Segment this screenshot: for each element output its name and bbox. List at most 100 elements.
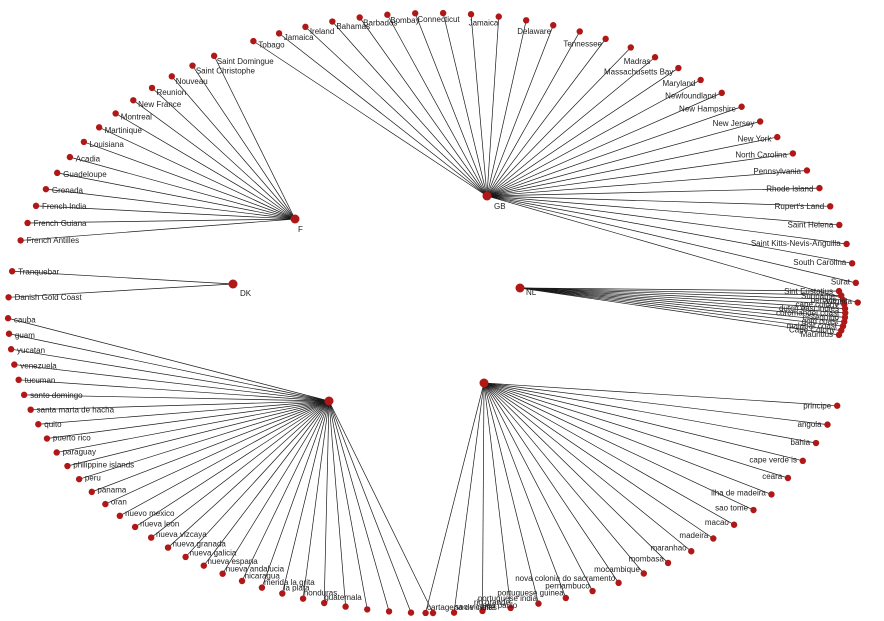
- edge-E-23: [281, 400, 330, 594]
- leaf-node: [250, 37, 257, 45]
- leaf-label: Danish Gold Coast: [15, 293, 83, 302]
- leaf-label: cape colony: [796, 300, 839, 309]
- edge-P-19: [425, 382, 485, 614]
- leaf-label: Maryland: [662, 79, 695, 88]
- node-layer: [4, 9, 861, 617]
- edge-E-0: [7, 317, 330, 402]
- leaf-label: Tranquebar: [18, 268, 59, 277]
- edge-NL-6: [519, 287, 846, 318]
- leaf-label: berbice: [811, 296, 838, 305]
- leaf-label: New Jersey: [713, 119, 755, 128]
- leaf-node: [651, 54, 659, 61]
- leaf-node: [364, 606, 371, 613]
- leaf-node: [20, 391, 28, 399]
- leaf-node: [507, 604, 514, 612]
- edge-GB-8: [470, 14, 488, 197]
- leaf-node: [479, 607, 486, 615]
- hub-node-f: [290, 214, 300, 224]
- edge-NL-8: [519, 287, 844, 327]
- edge-P-7: [483, 382, 735, 526]
- edge-GB-25: [486, 195, 831, 207]
- leaf-node: [5, 330, 13, 337]
- edge-F-2: [171, 76, 296, 220]
- edge-F-6: [99, 127, 296, 220]
- edge-P-2: [483, 382, 817, 444]
- leaf-label: Bombay: [390, 16, 419, 25]
- leaf-node: [189, 62, 196, 69]
- leaf-node: [664, 559, 672, 567]
- leaf-node: [4, 315, 12, 322]
- edge-GB-24: [486, 187, 820, 197]
- edge-GB-15: [486, 56, 656, 197]
- leaf-label: coromandel coast: [776, 309, 840, 318]
- edge-GB-1: [278, 33, 488, 197]
- leaf-label: peru: [85, 473, 101, 482]
- leaf-node: [843, 240, 850, 248]
- leaf-node: [329, 18, 336, 25]
- edge-P-15: [483, 382, 539, 604]
- edge-E-9: [56, 400, 330, 453]
- leaf-label: oran: [111, 498, 127, 507]
- leaf-label: bahia: [791, 438, 811, 447]
- leaf-node: [562, 594, 570, 602]
- edge-P-1: [483, 382, 828, 425]
- edge-GB-27: [486, 195, 847, 245]
- leaf-label: nueva vizcaya: [156, 530, 207, 539]
- edge-E-24: [302, 400, 330, 599]
- leaf-label: South Carolina: [793, 258, 846, 267]
- hub-node-e: [324, 396, 334, 406]
- edge-GB-30: [486, 195, 858, 303]
- edge-DK-0: [12, 270, 234, 285]
- leaf-node: [80, 138, 88, 146]
- edge-F-0: [213, 55, 296, 220]
- leaf-node: [8, 268, 16, 275]
- edge-F-12: [27, 218, 296, 224]
- edge-F-8: [69, 156, 296, 220]
- edge-P-14: [483, 382, 567, 599]
- leaf-node: [833, 402, 841, 409]
- leaf-node: [816, 184, 823, 192]
- leaf-label: panama: [97, 486, 126, 495]
- leaf-node: [64, 462, 71, 470]
- edge-GB-16: [486, 67, 679, 197]
- leaf-node: [412, 10, 419, 17]
- leaf-node: [164, 544, 172, 551]
- leaf-node: [854, 299, 861, 306]
- edge-GB-10: [486, 20, 527, 197]
- leaf-label: pernambuco: [545, 582, 590, 591]
- edge-GB-17: [486, 79, 701, 197]
- leaf-node: [356, 14, 363, 21]
- edge-E-10: [67, 400, 330, 467]
- edge-NL-3: [519, 287, 845, 305]
- leaf-label: North Carolina: [735, 150, 787, 159]
- leaf-label: Sint Eustatius: [784, 287, 833, 296]
- leaf-node: [27, 406, 34, 413]
- leaf-label: Madras: [624, 57, 651, 66]
- leaf-label: rio grande: [474, 598, 511, 607]
- leaf-node: [54, 169, 61, 177]
- edge-GB-26: [486, 195, 840, 226]
- leaf-label: Nouveau: [176, 77, 208, 86]
- leaf-label: angola: [798, 420, 823, 429]
- leaf-label: principe: [803, 401, 832, 410]
- leaf-node: [53, 449, 60, 456]
- edge-E-6: [30, 400, 330, 411]
- edge-P-3: [483, 382, 803, 462]
- edge-E-27: [328, 400, 368, 610]
- leaf-node: [200, 562, 208, 569]
- leaf-node: [407, 609, 415, 616]
- edge-NL-7: [519, 287, 845, 323]
- edge-E-20: [222, 400, 330, 574]
- leaf-label: honduras: [304, 589, 337, 598]
- leaf-node: [385, 608, 393, 615]
- leaf-node: [467, 11, 475, 18]
- edge-E-18: [185, 400, 330, 558]
- hub-label-gb: GB: [494, 202, 506, 211]
- leaf-label: nueva granada: [172, 540, 226, 549]
- edge-GB-28: [486, 195, 853, 264]
- edge-E-4: [18, 379, 330, 402]
- leaf-node: [640, 570, 648, 577]
- edge-GB-5: [387, 14, 488, 197]
- leaf-label: Acadia: [76, 155, 101, 164]
- leaf-label: malabar coast: [787, 321, 838, 330]
